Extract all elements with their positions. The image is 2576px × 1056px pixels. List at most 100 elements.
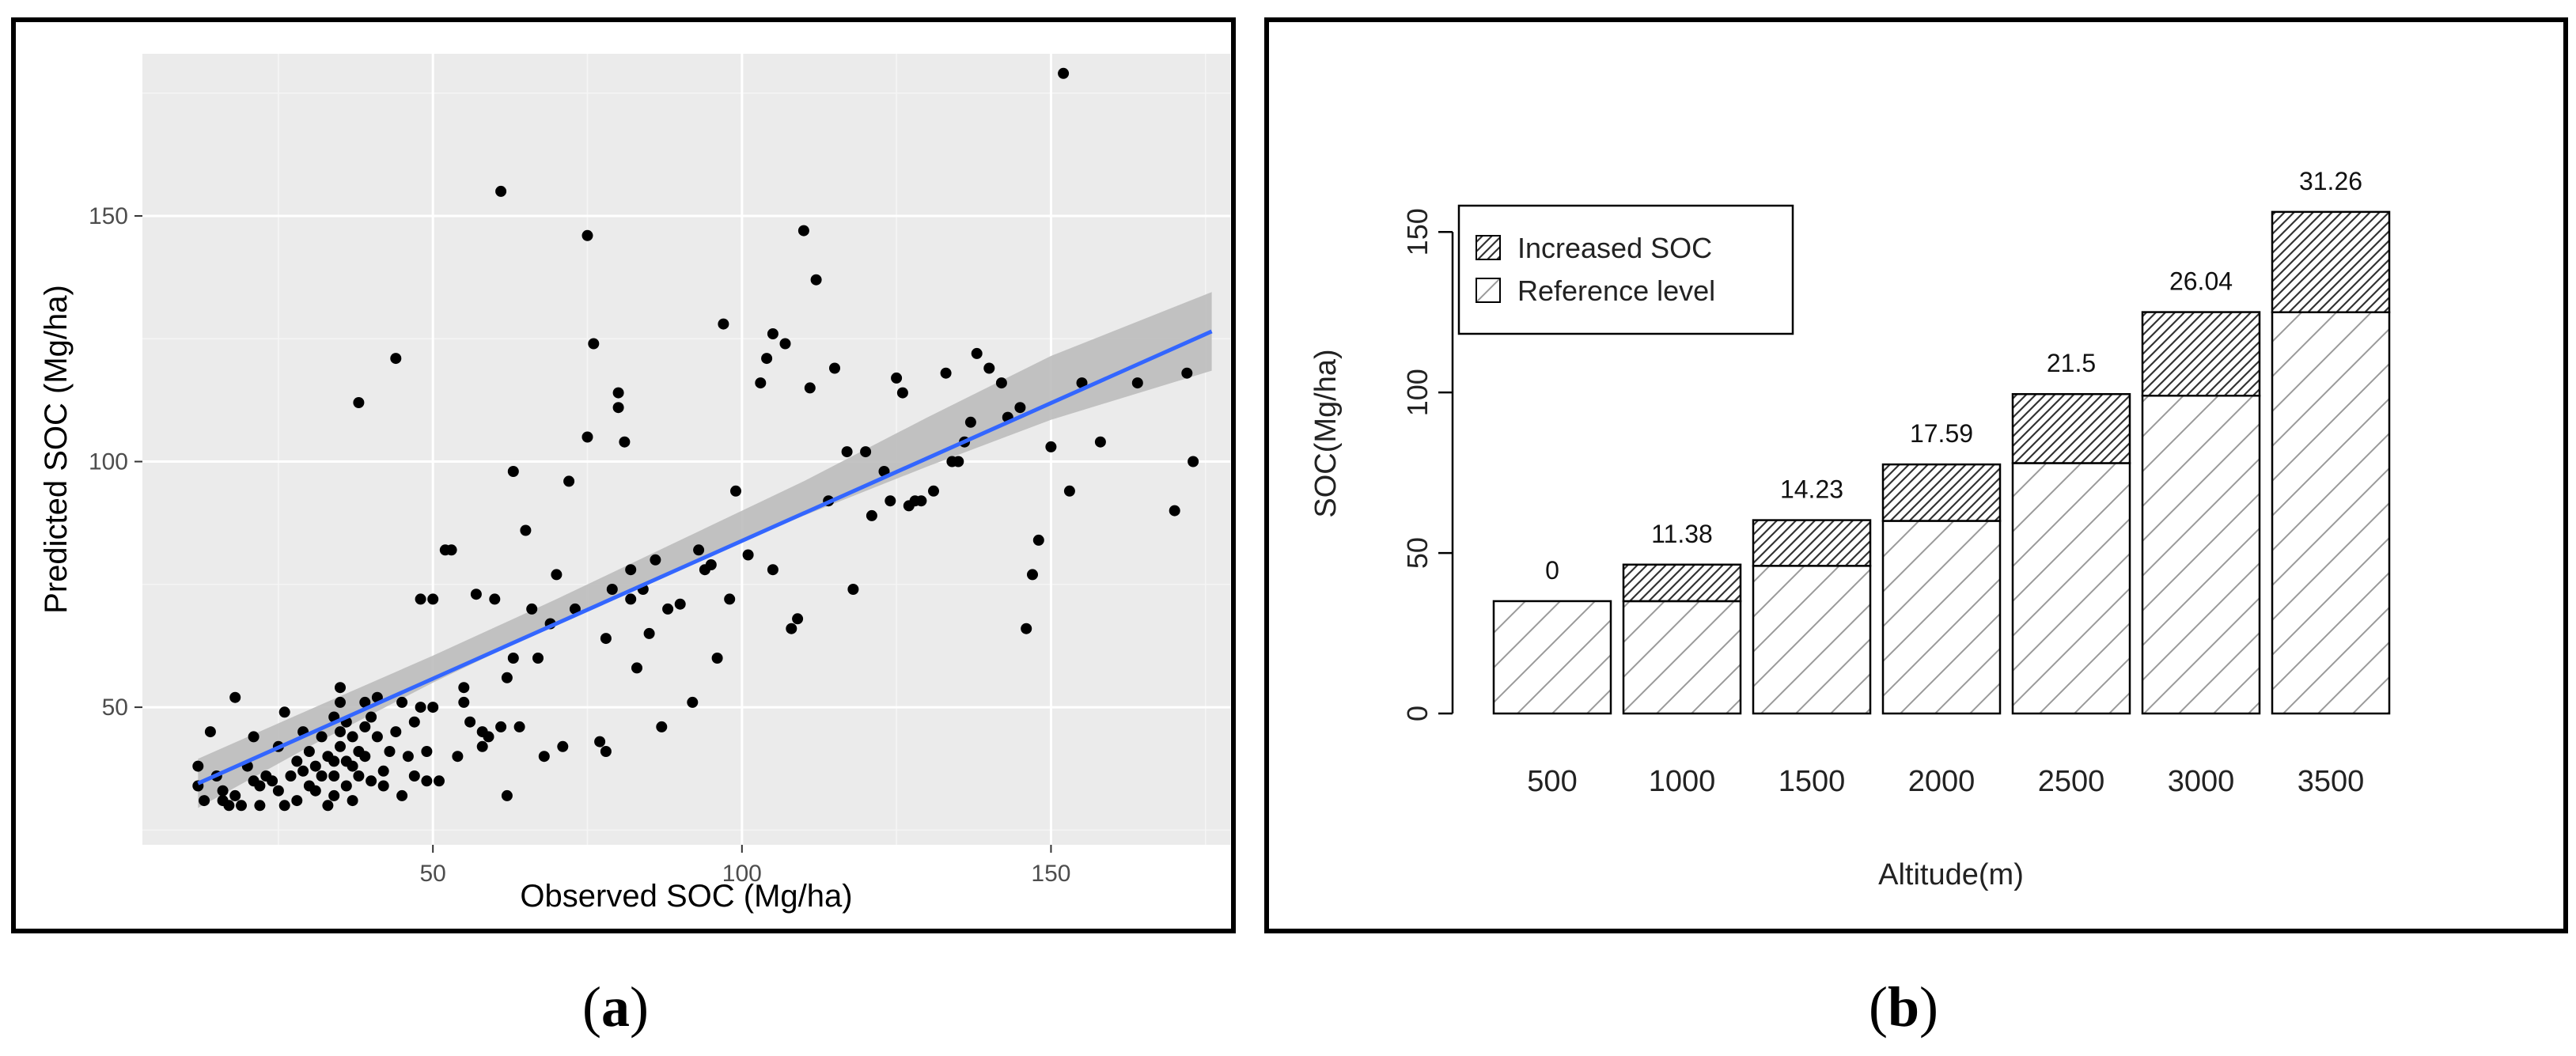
data-point xyxy=(513,721,525,732)
data-point xyxy=(359,721,371,732)
data-point xyxy=(347,795,358,807)
x-tick-label: 50 xyxy=(420,861,446,887)
data-point xyxy=(335,726,346,738)
data-point xyxy=(1131,377,1143,389)
data-point xyxy=(742,549,754,561)
x-tick-label: 100 xyxy=(722,861,762,887)
data-point xyxy=(470,589,482,600)
data-point xyxy=(730,485,741,497)
x-tick-label: 1000 xyxy=(1649,765,1716,798)
data-point xyxy=(971,347,983,359)
bar-panel: 0 50 100 150 0 500 11.38 1000 14.23 1500 17.59 2000… xyxy=(1264,17,2568,933)
data-point xyxy=(199,795,210,807)
data-point xyxy=(347,731,358,743)
data-point xyxy=(415,702,426,713)
legend-swatch xyxy=(1476,278,1501,303)
data-point xyxy=(359,696,371,708)
x-tick-label: 3500 xyxy=(2298,765,2365,798)
data-point xyxy=(278,706,290,718)
data-point xyxy=(254,800,266,812)
legend-swatch xyxy=(1476,235,1501,260)
data-point xyxy=(674,598,686,610)
data-point xyxy=(619,436,631,448)
y-tick-label: 50 xyxy=(102,695,128,721)
data-point xyxy=(569,603,581,615)
y-tick-label: 150 xyxy=(1401,208,1434,255)
confidence-band xyxy=(198,292,1212,808)
y-axis-title: SOC(Mg/ha) xyxy=(1309,349,1343,517)
data-point xyxy=(612,402,624,414)
data-point xyxy=(693,544,705,556)
data-point xyxy=(841,446,853,458)
data-point xyxy=(316,731,328,743)
data-point xyxy=(396,789,408,801)
data-point xyxy=(335,682,346,694)
caption-b: (b) xyxy=(1869,975,1939,1039)
data-point xyxy=(538,751,550,763)
data-point xyxy=(366,711,377,723)
data-point xyxy=(650,554,661,566)
data-point xyxy=(767,328,778,339)
bar-reference-level xyxy=(1622,600,1742,715)
data-point xyxy=(458,682,470,694)
data-point xyxy=(434,775,445,787)
bar-value-label: 26.04 xyxy=(2169,267,2233,296)
data-point xyxy=(1014,402,1026,414)
bar-value-label: 0 xyxy=(1545,556,1559,585)
data-point xyxy=(1032,534,1044,546)
bar-reference-level xyxy=(2011,462,2131,715)
data-point xyxy=(1063,485,1075,497)
data-point xyxy=(297,765,309,777)
data-point xyxy=(551,569,563,581)
x-tick-label: 2000 xyxy=(1908,765,1976,798)
data-point xyxy=(291,795,303,807)
data-point xyxy=(1027,569,1038,581)
data-point xyxy=(278,800,290,812)
data-point xyxy=(427,702,439,713)
data-point xyxy=(847,584,859,595)
data-point xyxy=(896,387,908,399)
data-point xyxy=(495,721,507,732)
y-axis-title: Predicted SOC (Mg/ha) xyxy=(39,285,74,614)
data-point xyxy=(1058,67,1070,79)
data-point xyxy=(606,584,618,595)
bar-increased-soc xyxy=(1622,563,1742,603)
data-point xyxy=(402,751,414,763)
x-tick-label: 1500 xyxy=(1779,765,1846,798)
data-point xyxy=(495,185,507,197)
data-point xyxy=(452,751,464,763)
data-point xyxy=(915,495,927,507)
data-point xyxy=(656,721,668,732)
bar-increased-soc xyxy=(1881,463,2002,522)
data-point xyxy=(489,593,501,605)
data-point xyxy=(464,716,476,728)
bar-reference-level xyxy=(1881,520,2002,715)
data-point xyxy=(377,765,389,777)
data-point xyxy=(718,318,729,330)
legend-label: Increased SOC xyxy=(1517,232,1712,264)
regression-line xyxy=(197,329,1213,785)
data-point xyxy=(458,696,470,708)
data-point xyxy=(532,653,544,664)
data-point xyxy=(229,789,241,801)
data-point xyxy=(724,593,736,605)
legend-label: Reference level xyxy=(1517,274,1715,307)
data-point xyxy=(390,726,402,738)
data-point xyxy=(761,353,773,365)
data-point xyxy=(309,785,321,797)
data-point xyxy=(285,770,297,782)
data-point xyxy=(236,800,247,812)
bar-reference-level xyxy=(1492,600,1612,715)
data-point xyxy=(885,495,896,507)
data-point xyxy=(223,800,235,812)
data-point xyxy=(254,780,266,792)
data-point xyxy=(408,770,420,782)
bar-increased-soc xyxy=(2141,311,2261,397)
data-point xyxy=(866,509,877,521)
data-point xyxy=(316,770,328,782)
data-point xyxy=(1045,441,1057,452)
data-point xyxy=(983,362,995,374)
data-point xyxy=(928,485,939,497)
data-point xyxy=(366,775,377,787)
data-point xyxy=(291,755,303,767)
